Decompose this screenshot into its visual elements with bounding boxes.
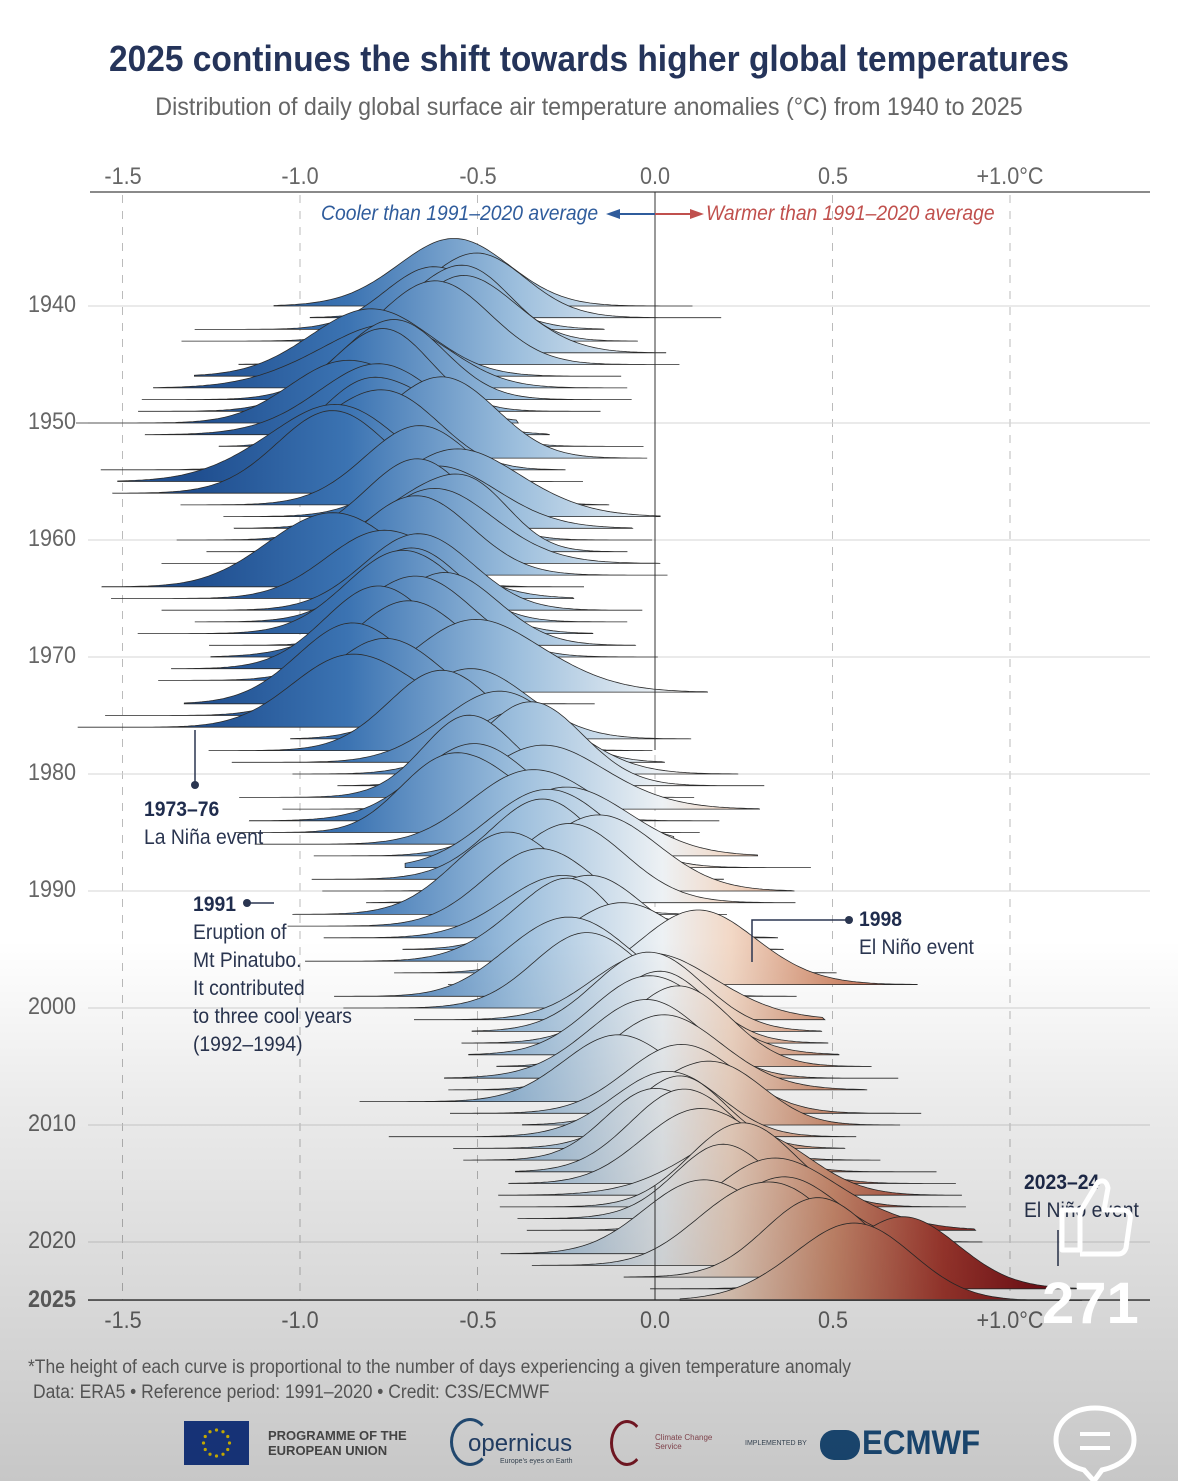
- cooler-arrowhead-icon: [606, 209, 620, 219]
- y-tick-label: 1970: [28, 642, 77, 669]
- eu-star-icon: [214, 1454, 219, 1458]
- cooler-label: Cooler than 1991–2020 average: [321, 202, 599, 225]
- c3s-logo-text: Climate Change Service: [655, 1433, 713, 1451]
- y-tick-label: 2000: [28, 993, 77, 1020]
- x-tick-label-bottom: -0.5: [458, 1307, 497, 1334]
- eu-star-icon: [227, 1441, 232, 1445]
- annotation-pinatubo-line: (1992–1994): [193, 1033, 303, 1056]
- eu-flag-logo: [184, 1421, 249, 1465]
- x-tick-label-bottom: -1.5: [103, 1307, 142, 1334]
- eu-programme-text: PROGRAMME OF THE EUROPEAN UNION: [268, 1428, 407, 1458]
- like-count: 271: [1042, 1271, 1139, 1336]
- annotation-pinatubo-line: Mt Pinatubo.: [193, 949, 302, 972]
- copernicus-tagline: Europe's eyes on Earth: [500, 1458, 573, 1465]
- eu-star-icon: [214, 1428, 219, 1432]
- footnote: *The height of each curve is proportiona…: [28, 1357, 852, 1378]
- y-tick-label: 2010: [28, 1110, 77, 1137]
- x-tick-label-top: 0.5: [817, 163, 848, 190]
- y-tick-label: 1940: [28, 291, 77, 318]
- copernicus-logo: opernicus: [468, 1430, 573, 1457]
- x-tick-label-top: 0.0: [639, 163, 671, 190]
- x-tick-label-bottom: 0.0: [639, 1307, 671, 1334]
- eu-star-icon: [226, 1434, 230, 1439]
- annotation-1998-text: El Niño event: [859, 936, 974, 959]
- warmer-label: Warmer than 1991–2020 average: [706, 202, 995, 225]
- annotation-la-nina-year: 1973–76: [144, 798, 220, 821]
- x-tick-label-bottom: +1.0°C: [976, 1307, 1044, 1334]
- annotation-1998-year: 1998: [859, 908, 902, 931]
- la-nina-marker: [191, 781, 199, 789]
- annotation-la-nina: 1973–76 La Niña event: [144, 796, 263, 852]
- warmer-arrowhead-icon: [690, 209, 704, 219]
- eu-star-icon: [203, 1434, 207, 1439]
- x-tick-label-top: -1.5: [103, 163, 142, 190]
- eu-star-icon: [208, 1430, 212, 1434]
- credit: Data: ERA5 • Reference period: 1991–2020…: [33, 1382, 550, 1403]
- y-tick-label: 1950: [28, 408, 77, 435]
- eu-star-icon: [203, 1447, 207, 1452]
- comment-bubble-icon[interactable]: [1052, 1404, 1138, 1481]
- y-tick-label: 1980: [28, 759, 77, 786]
- chart-title: 2025 continues the shift towards higher …: [109, 38, 1069, 79]
- chart-subtitle: Distribution of daily global surface air…: [155, 93, 1023, 121]
- ecmwf-logo: ECMWF: [862, 1424, 981, 1462]
- annotation-la-nina-text: La Niña event: [144, 826, 264, 849]
- annotation-pinatubo-year: 1991: [193, 893, 236, 916]
- eu-star-icon: [208, 1452, 212, 1456]
- annotation-pinatubo-line: It contributed: [193, 977, 305, 1000]
- annotation-pinatubo-line: Eruption of: [193, 921, 287, 944]
- eu-star-icon: [226, 1447, 230, 1452]
- annotation-2023-year: 2023–24: [1024, 1171, 1100, 1194]
- el-nino-1998-leader: [751, 919, 848, 962]
- x-tick-label-bottom: 0.5: [817, 1307, 848, 1334]
- x-tick-label-bottom: -1.0: [281, 1307, 319, 1334]
- ecmwf-logo-icon: [820, 1430, 860, 1460]
- annotation-pinatubo: 1991 Eruption of Mt Pinatubo. It contrib…: [193, 891, 352, 1059]
- eu-star-icon: [221, 1452, 225, 1456]
- annotation-el-nino-1998: 1998 El Niño event: [859, 906, 974, 962]
- annotation-pinatubo-line: to three cool years: [193, 1005, 352, 1028]
- x-tick-label-top: -0.5: [458, 163, 497, 190]
- y-tick-label: 1990: [28, 876, 77, 903]
- eu-star-icon: [201, 1441, 206, 1445]
- x-tick-label-top: -1.0: [281, 163, 319, 190]
- implemented-by-text: IMPLEMENTED BY: [745, 1440, 807, 1447]
- eu-star-icon: [221, 1430, 225, 1434]
- el-nino-1998-marker: [845, 916, 853, 924]
- y-tick-label: 2020: [28, 1227, 77, 1254]
- thumbs-up-icon[interactable]: [1050, 1170, 1140, 1260]
- x-tick-label-top: +1.0°C: [976, 163, 1044, 190]
- c3s-logo-icon: [610, 1420, 644, 1466]
- y-tick-label: 2025: [28, 1285, 77, 1313]
- copernicus-logo-arc: [450, 1418, 490, 1466]
- y-tick-label: 1960: [28, 525, 77, 552]
